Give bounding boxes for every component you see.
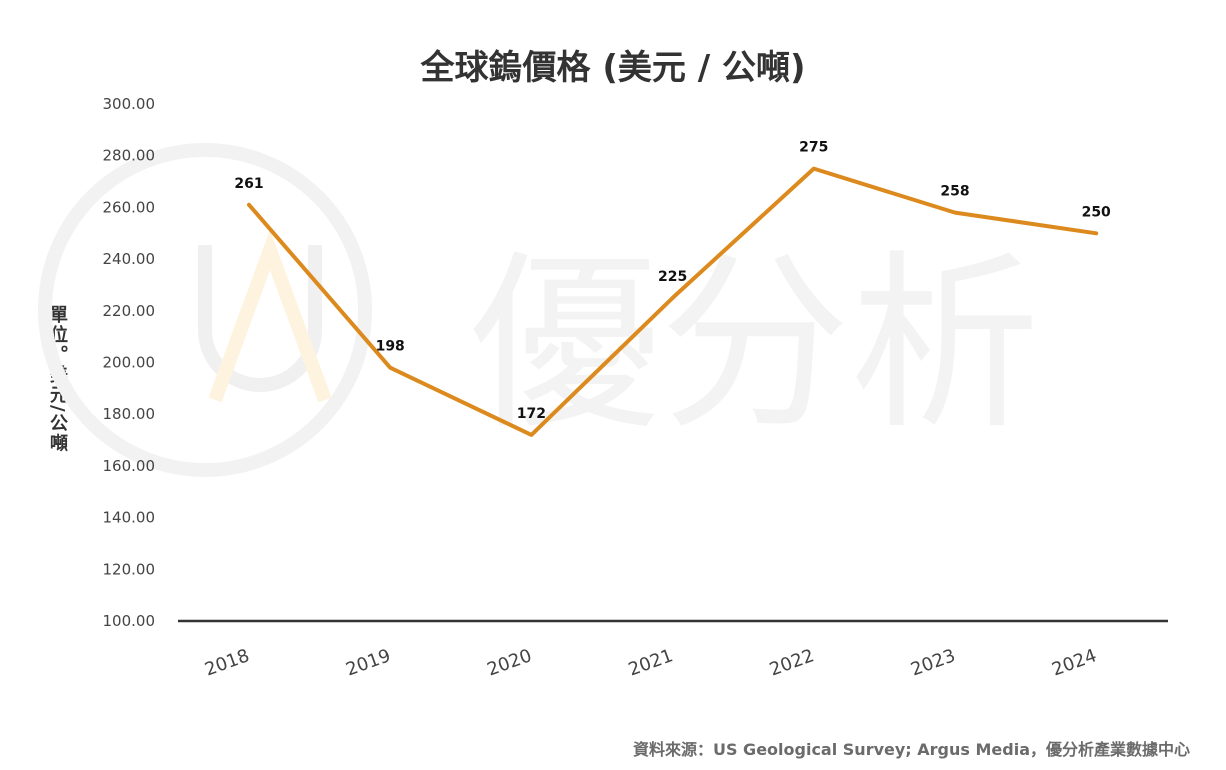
y-tick-label: 260.00 bbox=[103, 198, 156, 216]
data-label: 275 bbox=[799, 140, 828, 156]
data-label: 261 bbox=[234, 176, 263, 192]
data-label: 198 bbox=[376, 339, 405, 355]
y-tick-label: 120.00 bbox=[103, 560, 156, 578]
y-tick-label: 140.00 bbox=[103, 509, 156, 527]
x-tick-label: 2018 bbox=[202, 645, 252, 680]
x-tick-label: 2020 bbox=[484, 645, 534, 680]
y-tick-label: 280.00 bbox=[103, 147, 156, 165]
y-tick-label: 240.00 bbox=[103, 250, 156, 268]
data-label: 225 bbox=[658, 269, 687, 285]
watermark-logo-a bbox=[208, 229, 332, 403]
watermark: 優分析 bbox=[38, 143, 1040, 477]
y-tick-label: 220.00 bbox=[103, 302, 156, 320]
y-tick-label: 300.00 bbox=[103, 95, 156, 113]
chart-title: 全球鎢價格 (美元 / 公噸) bbox=[420, 48, 806, 88]
x-tick-label: 2021 bbox=[626, 645, 676, 680]
x-tick-label: 2024 bbox=[1049, 645, 1099, 680]
watermark-text: 優分析 bbox=[470, 234, 1040, 455]
source-note: 資料來源：US Geological Survey; Argus Media，優… bbox=[632, 740, 1190, 759]
y-tick-label: 200.00 bbox=[103, 354, 156, 372]
data-label: 250 bbox=[1082, 204, 1111, 220]
x-axis-ticks: 2018 2019 2020 2021 2022 2023 2024 bbox=[202, 645, 1099, 680]
y-tick-label: 160.00 bbox=[103, 457, 156, 475]
y-tick-label: 180.00 bbox=[103, 405, 156, 423]
x-tick-label: 2023 bbox=[908, 645, 958, 680]
data-labels: 261 198 172 225 275 258 250 bbox=[234, 140, 1111, 422]
x-tick-label: 2022 bbox=[767, 645, 817, 680]
data-label: 172 bbox=[517, 406, 546, 422]
data-label: 258 bbox=[940, 184, 969, 200]
series-line bbox=[247, 166, 1099, 437]
x-tick-label: 2019 bbox=[343, 645, 393, 680]
watermark-logo-ring bbox=[38, 143, 372, 477]
y-tick-label: 100.00 bbox=[103, 612, 156, 630]
y-axis-ticks: 100.00 120.00 140.00 160.00 180.00 200.00 220.… bbox=[103, 95, 156, 630]
